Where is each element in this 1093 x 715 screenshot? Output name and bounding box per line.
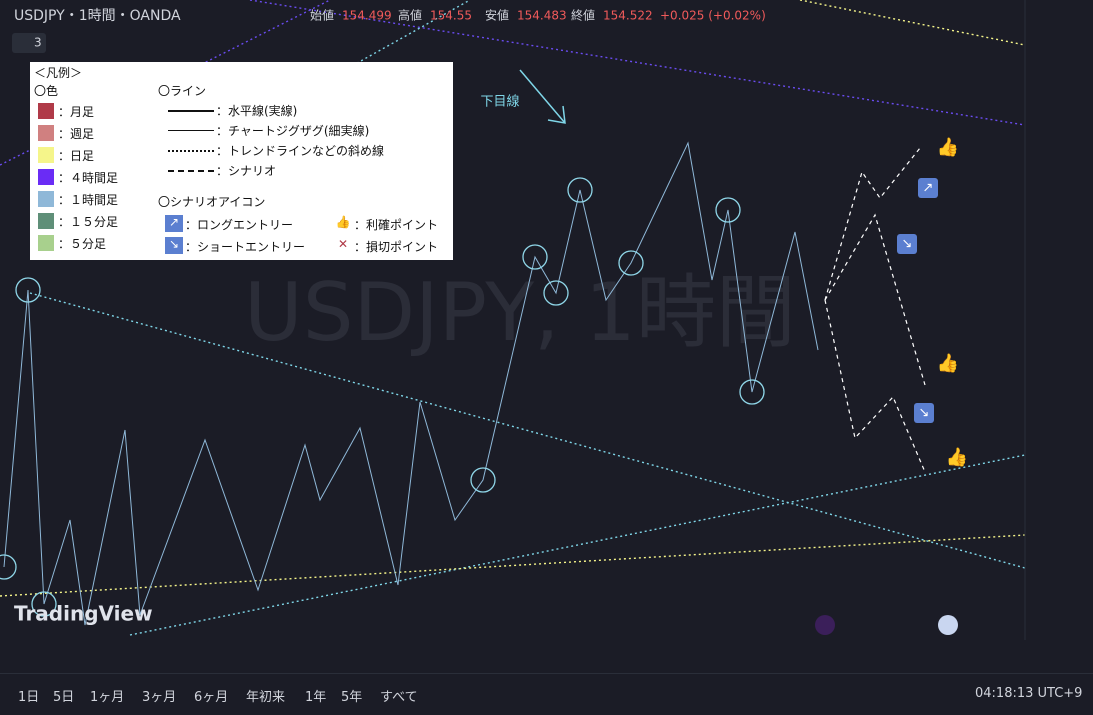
watermark: USDJPY, 1時間	[244, 266, 796, 359]
svg-text:👍: 👍	[937, 136, 959, 158]
legend: ＜凡例＞ 〇色 ：月足 ：週足 ：日足 ：４時間足 ：１時間足 ：１５分足 ：５分足 〇ライン ：水…	[30, 62, 453, 260]
legend-icon: ↘	[165, 237, 183, 254]
svg-text:↗: ↗	[923, 181, 934, 196]
legend-line	[168, 110, 214, 112]
range-button[interactable]: 1日	[18, 690, 40, 705]
range-button[interactable]: 5日	[53, 690, 75, 705]
range-button[interactable]: 6ヶ月	[194, 690, 229, 705]
annotation-arrow	[519, 69, 566, 124]
legend-swatch	[38, 191, 54, 207]
legend-swatch	[38, 169, 54, 185]
close-label: 終値	[571, 8, 595, 23]
range-button[interactable]: 年初来	[246, 690, 286, 705]
clock: 04:18:13 UTC+9	[975, 686, 1083, 701]
range-button[interactable]: すべて	[380, 690, 418, 705]
legend-item: ：日足	[58, 149, 95, 163]
indicator-count: 3	[34, 36, 42, 50]
legend-item: ：ロングエントリー	[185, 218, 294, 232]
low-label: 安値	[485, 8, 509, 23]
symbol: USDJPY・1時間・OANDA	[14, 8, 181, 24]
legend-line	[168, 150, 214, 152]
legend-head: 〇シナリオアイコン	[158, 195, 266, 209]
legend-icon: 👍	[335, 215, 351, 229]
legend-head: 〇色	[34, 84, 59, 98]
zigzag	[3, 141, 819, 626]
legend-head: 〇ライン	[158, 84, 207, 98]
annotation: 下目線	[480, 94, 519, 110]
legend-item: ：トレンドラインなどの斜め線	[216, 144, 385, 158]
open: 154.499	[342, 9, 392, 23]
legend-item: ：１５分足	[58, 215, 119, 229]
range-button[interactable]: 1年	[305, 690, 327, 705]
legend-swatch	[38, 147, 54, 163]
legend-line	[168, 130, 214, 131]
legend-swatch	[38, 213, 54, 229]
legend-item: ：損切ポイント	[354, 240, 439, 254]
svg-text:👍: 👍	[937, 352, 959, 374]
legend-swatch	[38, 235, 54, 251]
svg-text:↘: ↘	[919, 406, 930, 421]
low: 154.483	[517, 9, 567, 23]
legend-swatch	[38, 103, 54, 119]
legend-item: ：シナリオ	[216, 164, 277, 178]
legend-item: ：５分足	[58, 237, 107, 251]
legend-item: ：チャートジグザグ(細実線)	[216, 124, 370, 138]
pivot-circles	[0, 177, 765, 617]
range-button[interactable]: 1ヶ月	[90, 690, 125, 705]
legend-icon: ✕	[337, 237, 349, 251]
svg-text:👍: 👍	[946, 446, 968, 468]
indicator-toggle[interactable]	[12, 33, 46, 53]
open-label: 始値	[310, 8, 334, 23]
legend-item: ：利確ポイント	[354, 218, 439, 232]
logo: TradingView	[14, 602, 153, 626]
range-button[interactable]: 3ヶ月	[142, 690, 177, 705]
legend-item: ：ショートエントリー	[185, 240, 306, 254]
legend-item: ：週足	[58, 127, 95, 141]
toolbar: 1日 5日 1ヶ月 3ヶ月 6ヶ月 年初来 1年 5年 すべて 04:18:13 UTC+9	[0, 673, 1093, 715]
svg-text:↘: ↘	[902, 237, 913, 252]
legend-swatch	[38, 125, 54, 141]
legend-item: ：水平線(実線)	[216, 104, 298, 118]
high-label: 高値	[398, 8, 422, 23]
scenario	[824, 147, 926, 473]
annotation-arrowhead	[547, 105, 566, 124]
legend-item: ：月足	[58, 105, 95, 119]
legend-icon: ↗	[165, 215, 183, 232]
legend-item: ：４時間足	[58, 171, 119, 185]
icons: 👍 👍 👍 ↗ ↘ ↘	[897, 136, 968, 468]
range-button[interactable]: 5年	[341, 690, 363, 705]
close: 154.522	[603, 9, 653, 23]
legend-item: ：１時間足	[58, 193, 119, 207]
change: +0.025 (+0.02%)	[660, 9, 766, 23]
legend-line	[168, 170, 214, 172]
high: 154.55	[430, 9, 472, 23]
legend-title: ＜凡例＞	[34, 66, 83, 80]
